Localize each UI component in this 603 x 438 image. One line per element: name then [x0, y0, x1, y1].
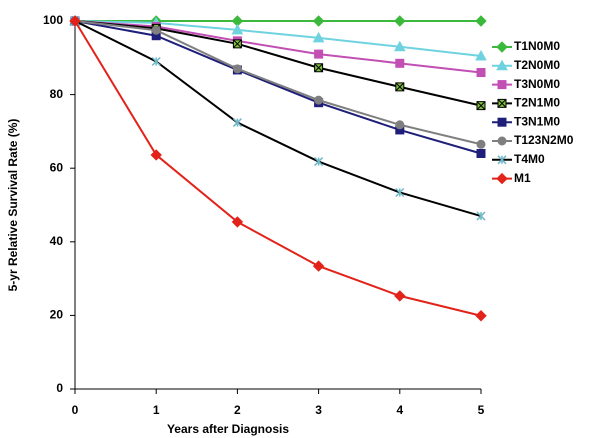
- series-line: [74, 20, 482, 74]
- legend-label: T123N2M0: [514, 133, 574, 147]
- x-tick-label: 0: [72, 403, 79, 417]
- marker: [312, 15, 325, 27]
- legend-marker: [497, 155, 507, 165]
- marker: [314, 63, 324, 73]
- marker: [69, 15, 81, 27]
- series-line: [74, 20, 482, 57]
- legend-marker: [496, 172, 508, 185]
- legend-marker: [497, 117, 507, 127]
- legend-marker: [497, 136, 507, 146]
- marker: [232, 118, 242, 128]
- x-tick-label: 1: [153, 403, 160, 417]
- marker: [314, 49, 324, 59]
- legend-label: T3N1M0: [514, 114, 560, 128]
- legend-label: T4M0: [514, 152, 545, 166]
- marker: [476, 211, 486, 221]
- marker: [395, 120, 405, 130]
- marker: [312, 260, 325, 272]
- marker: [232, 64, 242, 74]
- series-line: [74, 20, 482, 107]
- x-tick-label: 5: [478, 403, 485, 417]
- marker: [475, 49, 487, 61]
- marker: [475, 15, 487, 27]
- marker: [393, 40, 406, 52]
- marker: [151, 56, 161, 67]
- y-tick-label: 20: [50, 308, 64, 322]
- marker: [475, 310, 487, 322]
- x-tick-label: 3: [315, 403, 322, 417]
- marker: [394, 15, 406, 27]
- legend-marker: [496, 59, 508, 71]
- marker: [231, 23, 244, 35]
- series-line: [74, 20, 482, 155]
- legend-marker: [497, 80, 507, 90]
- y-tick-label: 80: [50, 87, 64, 101]
- legend-marker: [497, 98, 507, 108]
- marker: [394, 290, 406, 302]
- y-tick-label: 60: [50, 160, 64, 174]
- marker: [232, 39, 242, 49]
- series-line: [74, 20, 482, 218]
- marker: [395, 82, 405, 92]
- marker: [476, 68, 486, 78]
- marker: [312, 31, 325, 43]
- y-axis-label: 5-yr Relative Survival Rate (%): [6, 119, 20, 292]
- marker: [150, 149, 162, 161]
- marker: [151, 25, 161, 35]
- legend-label: T2N1M0: [514, 96, 560, 110]
- series-line: [74, 20, 482, 317]
- marker: [231, 216, 244, 228]
- x-tick-label: 4: [396, 403, 403, 417]
- legend-label: T1N0M0: [514, 39, 560, 53]
- marker: [314, 95, 324, 105]
- y-tick-label: 40: [50, 234, 64, 248]
- x-tick-label: 2: [234, 403, 241, 417]
- y-tick-label: 0: [56, 381, 63, 395]
- legend-label: T2N0M0: [514, 58, 560, 72]
- marker: [476, 139, 486, 149]
- x-axis-label: Years after Diagnosis: [167, 422, 289, 436]
- legend-label: T3N0M0: [514, 77, 560, 91]
- marker: [476, 148, 486, 158]
- marker: [395, 58, 405, 68]
- y-tick-label: 100: [43, 13, 63, 27]
- marker: [314, 157, 324, 167]
- legend-label: M1: [514, 171, 531, 185]
- series-line: [74, 20, 482, 146]
- marker: [476, 101, 486, 111]
- legend-marker: [496, 41, 508, 53]
- marker: [395, 187, 405, 198]
